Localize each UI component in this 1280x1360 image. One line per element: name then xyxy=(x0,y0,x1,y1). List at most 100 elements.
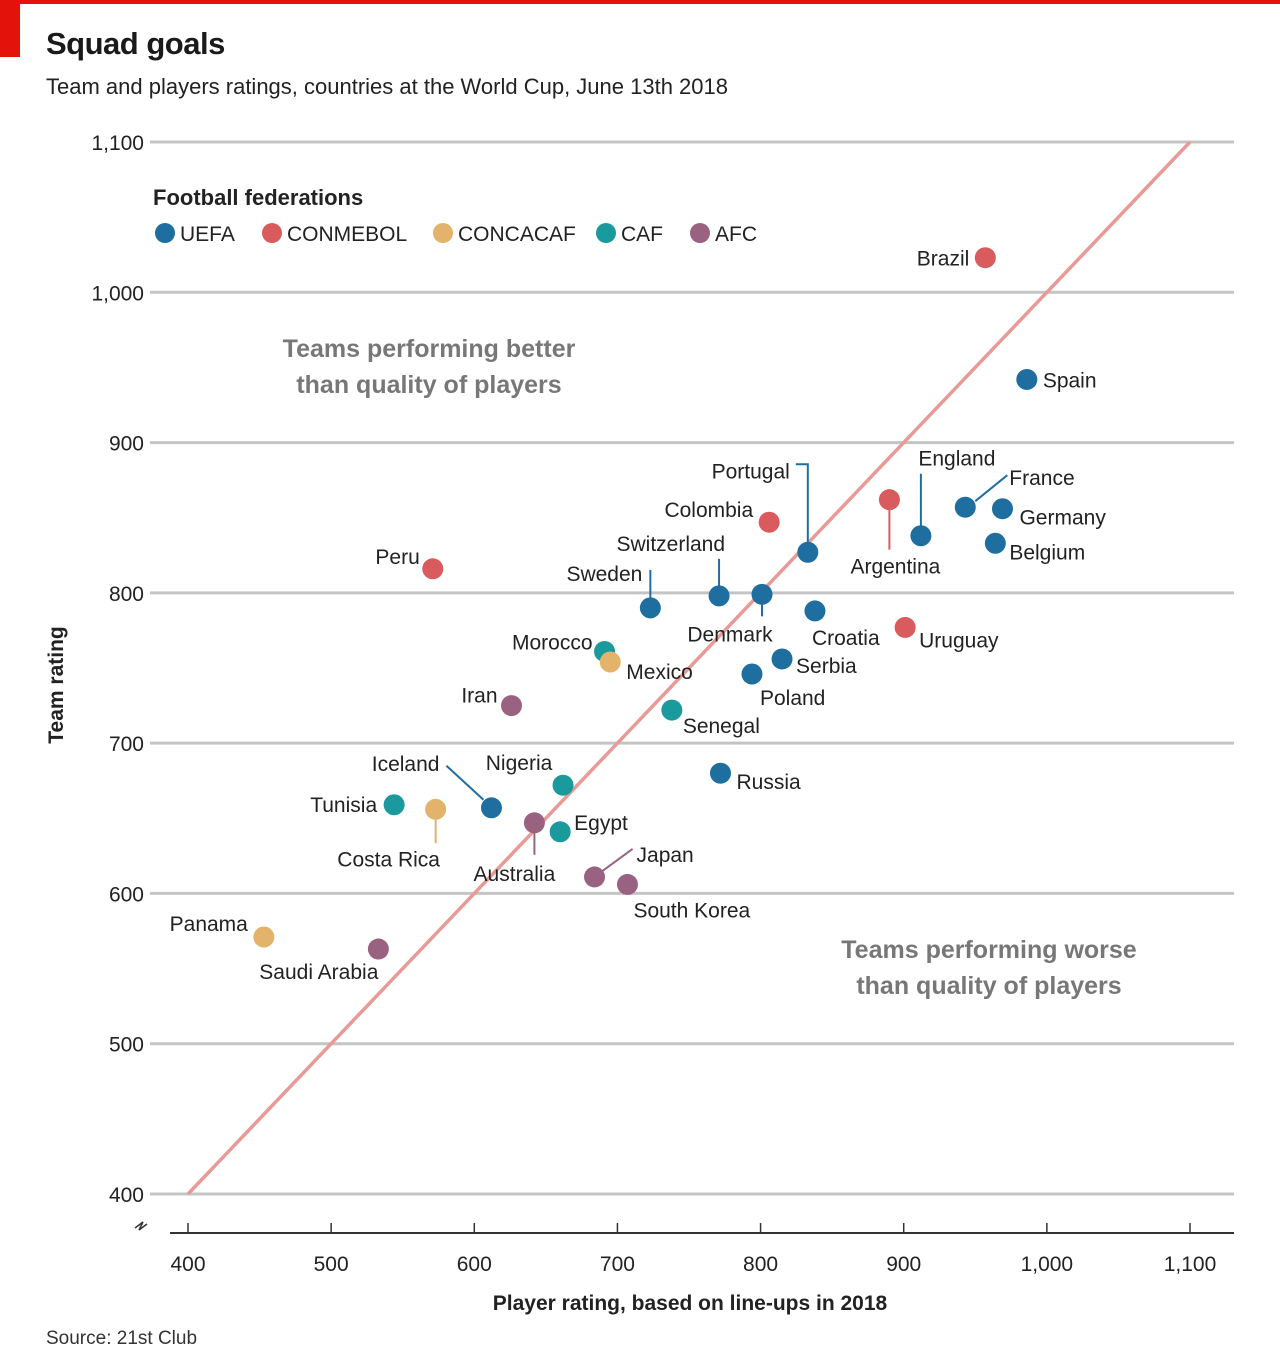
point-label: Egypt xyxy=(574,812,628,835)
top-accent-bar xyxy=(0,0,1280,4)
data-point[interactable] xyxy=(910,525,932,547)
legend-item: CONMEBOL xyxy=(262,223,407,246)
point-label: Germany xyxy=(1019,507,1106,530)
data-point[interactable] xyxy=(894,616,916,638)
reference-line xyxy=(186,140,1192,1196)
leader-line xyxy=(601,848,634,872)
point-label: Spain xyxy=(1043,369,1097,392)
x-tick-label: 700 xyxy=(600,1253,635,1276)
data-point[interactable] xyxy=(422,558,444,580)
x-tick-label: 900 xyxy=(886,1253,921,1276)
legend-label: CONCACAF xyxy=(458,223,576,246)
point-label: Iceland xyxy=(372,753,440,776)
x-axis-title: Player rating, based on line-ups in 2018 xyxy=(493,1292,888,1315)
data-point[interactable] xyxy=(797,541,819,563)
point-label: Russia xyxy=(736,771,801,794)
x-tick-label: 400 xyxy=(170,1253,205,1276)
point-labels: Brazil Spain England France Germany Belgium Ar… xyxy=(170,248,1107,984)
data-point[interactable] xyxy=(758,511,780,533)
axis-break-icon xyxy=(134,1221,148,1231)
legend-item: AFC xyxy=(690,223,757,246)
data-point[interactable] xyxy=(991,498,1013,520)
point-label: Sweden xyxy=(566,563,642,586)
point-label: Saudi Arabia xyxy=(259,961,378,984)
data-point[interactable] xyxy=(639,597,661,619)
legend-item: CAF xyxy=(596,223,663,246)
data-point[interactable] xyxy=(367,938,389,960)
chart-subtitle: Team and players ratings, countries at t… xyxy=(46,74,728,99)
point-label: Poland xyxy=(760,687,825,710)
legend-swatch xyxy=(155,223,175,243)
y-tick-label: 800 xyxy=(109,583,144,606)
point-label: Belgium xyxy=(1009,541,1085,564)
annotation-text: than quality of players xyxy=(856,972,1121,1000)
annotation-text: Teams performing worse xyxy=(841,936,1137,964)
point-label: Croatia xyxy=(812,627,880,650)
data-point[interactable] xyxy=(501,695,523,717)
data-point[interactable] xyxy=(708,585,730,607)
point-label: England xyxy=(918,448,995,471)
data-point[interactable] xyxy=(709,762,731,784)
x-tick-label: 1,000 xyxy=(1021,1253,1074,1276)
data-point[interactable] xyxy=(974,247,996,269)
x-axis: 400 500 600 700 800 900 1,000 1,100 xyxy=(134,1221,1234,1276)
data-point[interactable] xyxy=(954,496,976,518)
brand-tag xyxy=(0,0,20,57)
legend-label: CONMEBOL xyxy=(287,223,407,246)
y-tick-label: 1,100 xyxy=(91,132,144,155)
source-note: Source: 21st Club xyxy=(46,1328,198,1349)
data-point[interactable] xyxy=(584,866,606,888)
annotation-text: than quality of players xyxy=(296,371,561,399)
data-point[interactable] xyxy=(552,774,574,796)
legend-title: Football federations xyxy=(153,185,363,210)
point-label: Morocco xyxy=(512,631,593,654)
y-axis-title: Team rating xyxy=(45,626,68,743)
legend-swatch xyxy=(690,223,710,243)
legend-label: AFC xyxy=(715,223,757,246)
data-point[interactable] xyxy=(751,583,773,605)
y-tick-label: 400 xyxy=(109,1184,144,1207)
data-point[interactable] xyxy=(549,821,571,843)
annotation-text: Teams performing better xyxy=(283,335,576,363)
data-point[interactable] xyxy=(383,794,405,816)
data-point[interactable] xyxy=(771,648,793,670)
leader-line xyxy=(974,474,1008,502)
legend-swatch xyxy=(596,223,616,243)
x-tick-label: 600 xyxy=(457,1253,492,1276)
point-label: Iran xyxy=(461,685,497,708)
data-point[interactable] xyxy=(523,812,545,834)
point-label: Colombia xyxy=(664,499,753,522)
x-tick-label: 1,100 xyxy=(1164,1253,1217,1276)
point-label: Serbia xyxy=(796,655,857,678)
data-point[interactable] xyxy=(878,489,900,511)
data-point[interactable] xyxy=(425,798,447,820)
y-tick-label: 900 xyxy=(109,433,144,456)
data-points xyxy=(253,247,1038,960)
data-point[interactable] xyxy=(804,600,826,622)
reference-line-group xyxy=(186,140,1192,1196)
data-point[interactable] xyxy=(599,651,621,673)
point-label: Peru xyxy=(375,546,419,569)
leader-line xyxy=(445,765,485,801)
point-label: Japan xyxy=(637,844,694,867)
point-label: Denmark xyxy=(687,623,773,646)
legend-item: CONCACAF xyxy=(433,223,576,246)
point-label: Uruguay xyxy=(919,629,999,652)
point-label: Costa Rica xyxy=(337,848,440,871)
data-point[interactable] xyxy=(616,873,638,895)
leader-lines xyxy=(434,463,1008,872)
gridlines xyxy=(150,140,1234,1196)
legend-swatch xyxy=(262,223,282,243)
point-label: Brazil xyxy=(917,248,970,271)
data-point[interactable] xyxy=(1016,368,1038,390)
x-tick-label: 500 xyxy=(314,1253,349,1276)
legend-swatch xyxy=(433,223,453,243)
data-point[interactable] xyxy=(984,532,1006,554)
data-point[interactable] xyxy=(480,797,502,819)
data-point[interactable] xyxy=(253,926,275,948)
data-point[interactable] xyxy=(741,663,763,685)
legend-label: CAF xyxy=(621,223,663,246)
data-point[interactable] xyxy=(661,699,683,721)
y-tick-label: 600 xyxy=(109,883,144,906)
